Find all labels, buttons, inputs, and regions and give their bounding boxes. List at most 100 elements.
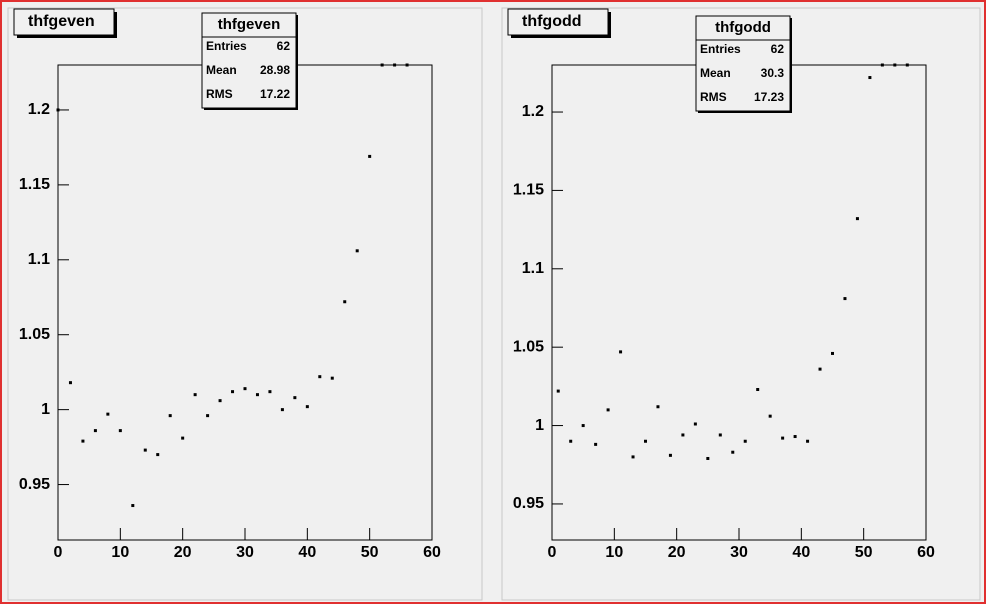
y-tick-label: 1.1 — [522, 260, 544, 277]
marker — [581, 424, 585, 428]
marker — [556, 389, 560, 393]
x-tick-label: 30 — [236, 544, 254, 561]
marker — [56, 108, 60, 112]
marker — [731, 450, 735, 454]
marker — [681, 433, 685, 437]
y-tick-label: 1.05 — [513, 338, 544, 355]
marker — [619, 350, 623, 354]
marker — [868, 76, 872, 80]
marker — [231, 390, 235, 394]
marker — [818, 367, 822, 371]
stats-title: thfgodd — [715, 19, 771, 36]
marker — [668, 453, 672, 457]
marker — [718, 433, 722, 437]
marker — [343, 300, 347, 304]
stats-title: thfgeven — [218, 16, 281, 33]
marker — [569, 439, 573, 443]
marker — [81, 439, 85, 443]
y-tick-label: 0.95 — [19, 476, 50, 493]
marker — [355, 249, 359, 253]
marker — [243, 387, 247, 391]
marker — [606, 408, 610, 412]
marker — [631, 455, 635, 459]
marker — [905, 63, 909, 67]
stats-label: Entries — [206, 39, 247, 53]
marker — [756, 388, 760, 392]
x-tick-label: 60 — [917, 544, 935, 561]
stats-box — [201, 12, 297, 109]
marker — [143, 448, 147, 452]
stats-value: 62 — [277, 39, 291, 53]
marker — [831, 351, 834, 355]
marker — [218, 399, 222, 403]
title: thfgeven — [28, 13, 95, 30]
marker — [405, 63, 409, 67]
stats-label: Mean — [206, 63, 237, 77]
marker — [268, 390, 272, 394]
x-tick-label: 20 — [174, 544, 192, 561]
y-tick-label: 1.15 — [19, 176, 50, 193]
marker — [318, 375, 322, 379]
marker — [768, 414, 772, 418]
title: thfgodd — [522, 13, 582, 30]
title-box — [13, 8, 115, 36]
marker — [255, 393, 259, 397]
x-tick-label: 0 — [54, 544, 63, 561]
title-box — [507, 8, 609, 36]
y-tick-label: 1.2 — [28, 101, 50, 118]
x-tick-label: 40 — [792, 544, 810, 561]
x-tick-label: 50 — [361, 544, 379, 561]
marker — [280, 408, 284, 412]
marker — [781, 436, 785, 440]
x-tick-label: 30 — [730, 544, 748, 561]
x-tick-label: 40 — [298, 544, 316, 561]
marker — [293, 396, 297, 400]
marker — [880, 63, 884, 67]
marker — [843, 297, 847, 301]
x-tick-label: 10 — [111, 544, 129, 561]
marker — [193, 393, 197, 397]
marker — [118, 429, 122, 433]
marker — [743, 439, 747, 443]
marker — [305, 405, 309, 409]
x-tick-label: 60 — [423, 544, 441, 561]
stats-label: Mean — [700, 66, 731, 80]
marker — [393, 63, 397, 67]
marker — [656, 405, 660, 409]
x-tick-label: 20 — [668, 544, 686, 561]
x-tick-label: 50 — [855, 544, 873, 561]
marker — [793, 435, 797, 439]
stats-value: 28.98 — [260, 63, 290, 77]
stats-label: RMS — [206, 87, 233, 101]
marker — [644, 439, 647, 443]
marker — [368, 154, 372, 158]
marker — [380, 63, 384, 67]
y-tick-label: 1.1 — [28, 251, 50, 268]
x-tick-label: 10 — [605, 544, 623, 561]
y-tick-label: 1.15 — [513, 182, 544, 199]
y-tick-label: 1 — [41, 401, 50, 418]
marker — [93, 429, 97, 433]
stats-label: RMS — [700, 90, 727, 104]
stats-value: 17.22 — [260, 87, 290, 101]
marker — [706, 456, 710, 460]
y-tick-label: 1.05 — [19, 326, 50, 343]
stats-value: 62 — [771, 42, 785, 56]
marker — [131, 504, 135, 508]
marker — [168, 414, 172, 418]
stats-value: 30.3 — [761, 66, 785, 80]
marker — [68, 381, 72, 385]
marker — [206, 414, 210, 418]
marker — [106, 412, 110, 416]
stats-value: 17.23 — [754, 90, 784, 104]
y-tick-label: 1 — [535, 417, 544, 434]
x-tick-label: 0 — [548, 544, 557, 561]
marker — [855, 217, 859, 221]
marker — [156, 453, 160, 457]
marker — [693, 422, 697, 426]
marker — [594, 442, 598, 446]
marker — [893, 63, 897, 67]
marker — [330, 376, 334, 380]
stats-box — [695, 15, 791, 112]
